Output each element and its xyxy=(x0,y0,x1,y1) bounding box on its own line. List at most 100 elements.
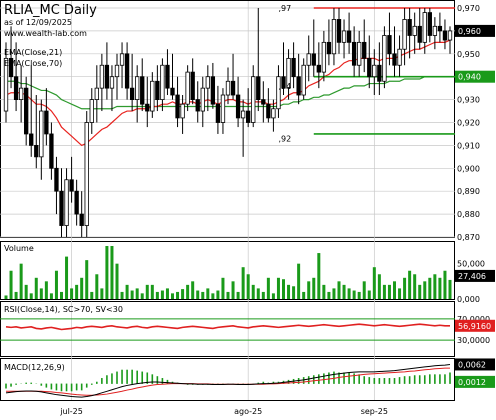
macd-histogram-bar xyxy=(312,375,315,384)
candle-body xyxy=(13,76,19,100)
candle-body xyxy=(341,30,347,43)
candle-body xyxy=(69,179,74,192)
macd-histogram-bar xyxy=(151,374,154,384)
volume-bar xyxy=(186,284,190,299)
chart-title: RLIA_MC Daily xyxy=(4,3,97,18)
volume-bar xyxy=(150,284,154,299)
candle-body xyxy=(210,76,216,105)
candle-body xyxy=(281,76,286,89)
candle-body xyxy=(170,87,175,96)
macd-histogram-bar xyxy=(348,372,350,384)
candle-body xyxy=(84,122,89,226)
macd-histogram-bar xyxy=(393,378,396,384)
macd-histogram-bar xyxy=(307,376,310,384)
macd-histogram-bar xyxy=(338,372,340,384)
candle-body xyxy=(135,76,140,100)
candle-body xyxy=(29,133,34,146)
volume-bar xyxy=(428,277,432,299)
volume-bar xyxy=(297,263,301,299)
macd-hist-last-tag: 0,0012 xyxy=(458,378,486,387)
rsi-last-tag-bg xyxy=(455,319,495,332)
volume-bar xyxy=(236,291,240,299)
volume-bar xyxy=(80,277,84,299)
candle-body xyxy=(124,53,130,89)
volume-bar xyxy=(276,277,280,299)
macd-histogram-bar xyxy=(55,383,58,391)
x-tick-label: sep-25 xyxy=(361,407,388,416)
volume-bar xyxy=(4,295,8,299)
candle-body xyxy=(160,64,165,100)
macd-histogram-bar xyxy=(368,377,371,384)
price-last-tag-bg xyxy=(455,24,495,37)
macd-histogram-bar xyxy=(50,383,53,390)
candle-body xyxy=(205,76,210,89)
macd-histogram-bar xyxy=(328,372,330,384)
volume-bar xyxy=(165,288,169,299)
candle-body xyxy=(225,80,231,96)
volume-bar xyxy=(256,288,260,299)
volume-tick-label: 50,000 xyxy=(457,260,485,269)
volume-bar xyxy=(251,284,255,299)
volume-bar xyxy=(70,288,74,299)
candle-body xyxy=(129,87,135,101)
macd-histogram-bar xyxy=(408,376,411,384)
price-tick-label: 0,910 xyxy=(457,141,480,150)
macd-histogram-bar xyxy=(136,370,138,384)
candle-body xyxy=(291,57,296,78)
volume-bar xyxy=(292,286,296,299)
candle-body xyxy=(422,12,427,43)
rsi-lower-label: 30,0000 xyxy=(457,336,490,345)
macd-histogram-bar xyxy=(434,374,436,384)
volume-bar xyxy=(24,284,28,299)
volume-bar xyxy=(90,291,94,299)
candle-body xyxy=(251,76,256,123)
candle-body xyxy=(195,99,200,112)
volume-bar xyxy=(423,281,427,299)
volume-bar xyxy=(438,277,442,299)
candle-body xyxy=(301,64,306,96)
macd-histogram-bar xyxy=(439,374,441,384)
candle-body xyxy=(59,190,64,226)
macd-histogram-bar xyxy=(161,378,164,384)
candle-body xyxy=(402,19,407,50)
candle-body xyxy=(362,41,367,59)
candle-body xyxy=(387,35,392,55)
candle-body xyxy=(256,76,261,100)
ema70-last-tag: 0,940 xyxy=(458,73,481,82)
candle-body xyxy=(175,94,180,119)
volume-bar xyxy=(332,288,336,299)
volume-bar xyxy=(160,290,164,299)
macd-histogram-bar xyxy=(45,383,48,388)
macd-histogram-bar xyxy=(302,377,305,384)
volume-bar xyxy=(231,281,235,299)
chart-site: www.wealth-lab.com xyxy=(4,29,87,38)
volume-bar xyxy=(403,277,407,299)
price-tick-label: 0,920 xyxy=(457,119,480,128)
ema21-label: EMA(Close,21) xyxy=(4,48,62,57)
volume-bar xyxy=(140,293,144,299)
volume-bar xyxy=(347,288,351,299)
macd-histogram-bar xyxy=(90,383,93,385)
volume-bar xyxy=(211,293,215,299)
candle-body xyxy=(104,64,110,89)
rsi-panel-frame xyxy=(0,301,455,357)
candle-body xyxy=(367,57,372,78)
macd-histogram-bar xyxy=(80,383,83,391)
macd-hist-last-tag-bg xyxy=(455,375,495,388)
volume-bar xyxy=(443,270,447,299)
candle-body xyxy=(442,30,448,41)
rsi-label: RSI(Close,14), SC>70, SV<30 xyxy=(4,305,123,314)
candle-body xyxy=(200,87,205,112)
candle-body xyxy=(18,87,24,101)
macd-histogram-bar xyxy=(423,375,426,384)
volume-bar xyxy=(408,270,412,299)
macd-histogram-bar xyxy=(403,376,406,384)
candle-body xyxy=(397,48,402,66)
macd-histogram-bar xyxy=(106,375,108,384)
volume-bar xyxy=(367,290,371,299)
volume-bar xyxy=(54,270,58,299)
volume-bar xyxy=(191,281,195,299)
volume-bar xyxy=(433,274,437,299)
volume-bar xyxy=(398,288,402,299)
